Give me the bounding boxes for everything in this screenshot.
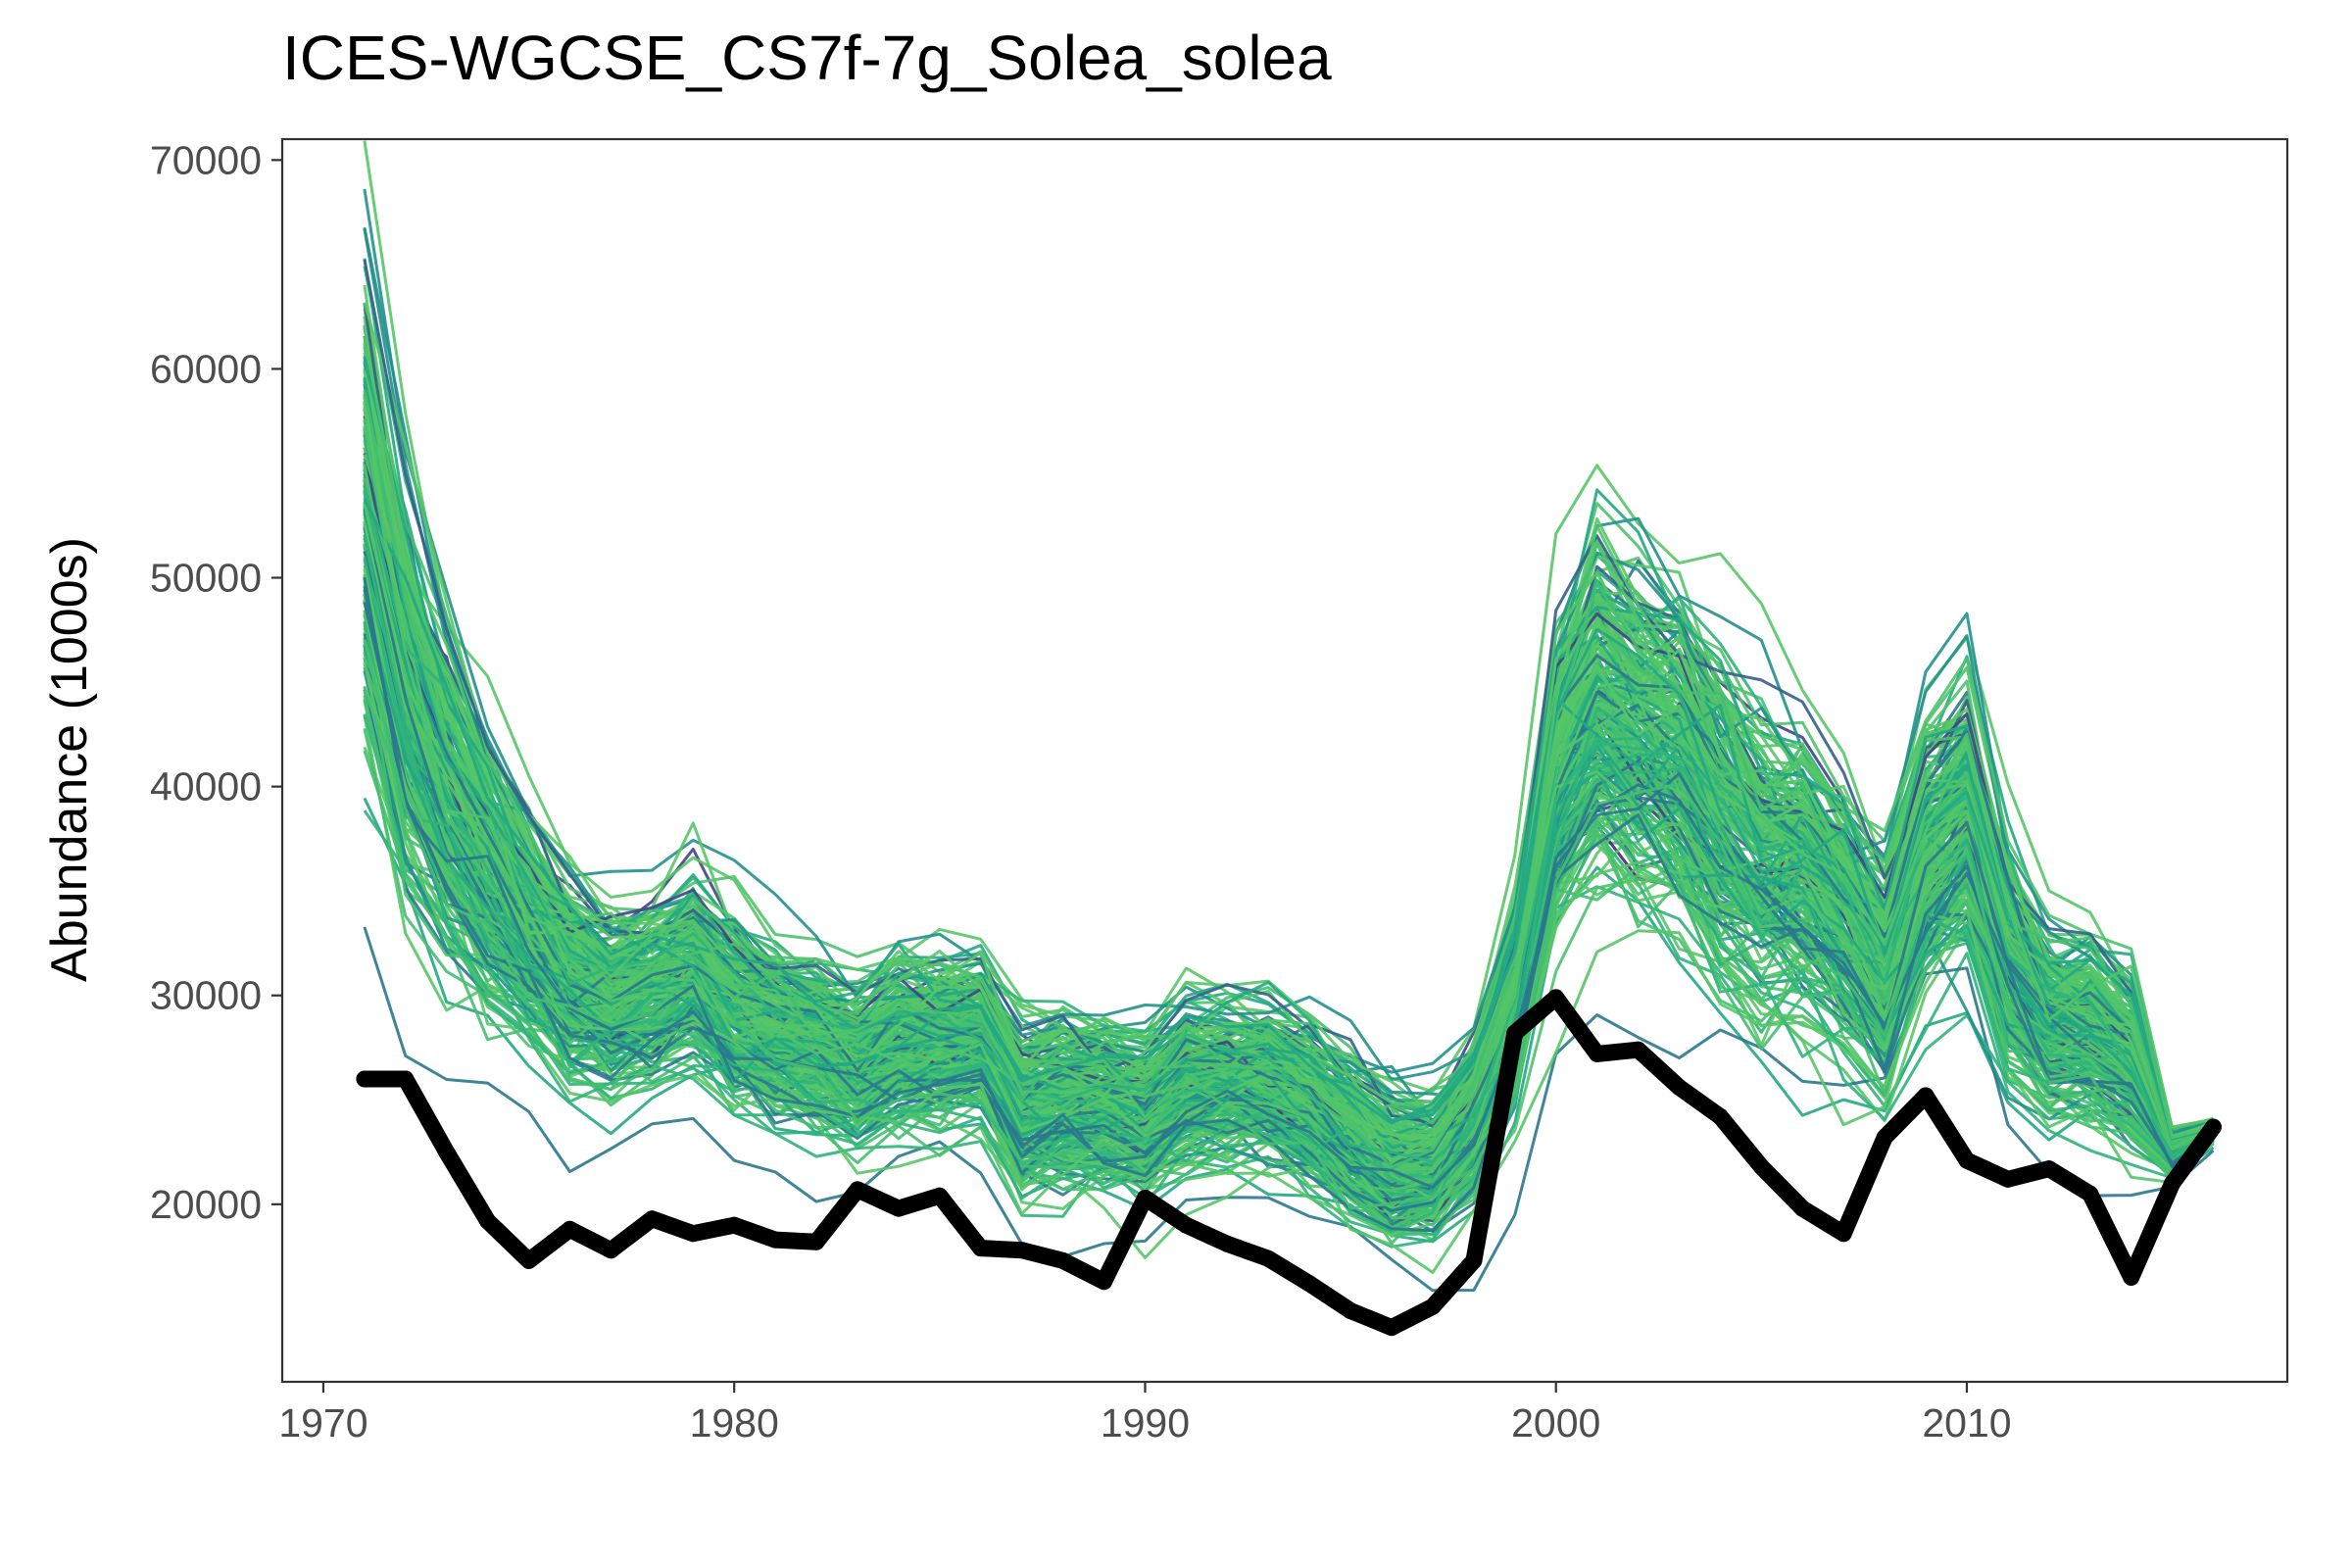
observed-point — [2205, 1118, 2222, 1136]
observed-point — [766, 1231, 784, 1249]
ensemble-lines — [363, 140, 2215, 1293]
observed-point — [1342, 1302, 1359, 1319]
observed-point — [438, 1144, 456, 1161]
observed-point — [931, 1187, 949, 1204]
observed-point — [520, 1251, 538, 1269]
observed-point — [684, 1225, 702, 1243]
plot-panel-border — [280, 137, 2289, 1384]
observed-point — [1383, 1319, 1400, 1337]
y-tick-label: 50000 — [150, 556, 262, 601]
y-tick-label: 60000 — [150, 346, 262, 391]
observed-series-line — [364, 989, 2221, 1337]
observed-point — [1424, 1298, 1442, 1315]
observed-point — [1752, 1158, 1770, 1175]
ensemble-series-line — [363, 639, 2215, 1237]
observed-point — [1096, 1273, 1112, 1291]
ensemble-series-line — [363, 639, 2215, 1210]
y-tick-label: 20000 — [150, 1182, 262, 1227]
y-tick-label: 30000 — [150, 973, 262, 1018]
observed-point — [849, 1181, 866, 1199]
observed-point — [808, 1233, 825, 1250]
observed-point — [1547, 989, 1565, 1006]
x-tick-label: 2000 — [1511, 1400, 1600, 1446]
y-axis-title: Abundance (1000s) — [41, 537, 98, 982]
observed-line-group — [356, 989, 2222, 1337]
observed-point — [1835, 1225, 1852, 1243]
observed-point — [1630, 1041, 1647, 1058]
observed-point — [2082, 1185, 2099, 1202]
observed-point — [602, 1242, 619, 1259]
observed-point — [1917, 1087, 1935, 1104]
observed-point — [972, 1240, 990, 1257]
observed-point — [2040, 1160, 2058, 1178]
chart-title: ICES-WGCSE_CS7f-7g_Solea_solea — [282, 23, 1332, 93]
ensemble-series-line — [363, 425, 2214, 1148]
observed-point — [890, 1200, 907, 1217]
ensemble-series-line — [363, 431, 2215, 1158]
observed-point — [397, 1070, 415, 1088]
observed-point — [1999, 1170, 2017, 1188]
ensemble-series-line — [363, 477, 2215, 1193]
observed-point — [1013, 1242, 1031, 1259]
y-tick-label: 40000 — [150, 764, 262, 809]
observed-point — [1218, 1235, 1236, 1252]
observed-point — [356, 1070, 373, 1088]
ensemble-series-line — [363, 568, 2215, 1201]
ensemble-series-line — [363, 485, 2215, 1163]
x-tick-label: 1970 — [278, 1400, 368, 1446]
observed-point — [643, 1210, 661, 1228]
ensemble-series-line — [363, 577, 2215, 1233]
observed-point — [562, 1220, 578, 1238]
x-tick-label: 2010 — [1922, 1400, 2011, 1446]
observed-point — [1506, 1024, 1524, 1042]
observed-point — [1589, 1045, 1606, 1062]
x-tick-label: 1990 — [1101, 1400, 1190, 1446]
observed-point — [1465, 1251, 1483, 1269]
observed-point — [1671, 1079, 1688, 1096]
y-axis: 20000 30000 40000 50000 60000 70000 — [150, 137, 282, 1227]
y-tick-label: 70000 — [150, 137, 262, 182]
observed-point — [1958, 1152, 1976, 1169]
observed-point — [2123, 1268, 2140, 1286]
observed-point — [1259, 1250, 1277, 1267]
observed-point — [725, 1216, 743, 1234]
ensemble-series-line — [363, 586, 2215, 1190]
observed-point — [1177, 1216, 1195, 1234]
observed-point — [1876, 1129, 1893, 1147]
ensemble-series-line — [363, 809, 2215, 1249]
observed-point — [1793, 1200, 1811, 1217]
observed-point — [2164, 1175, 2181, 1192]
ensemble-series-line — [363, 284, 2214, 1138]
observed-point — [1300, 1275, 1318, 1293]
ensemble-series-line — [363, 454, 2214, 1145]
observed-point — [479, 1212, 497, 1230]
observed-point — [1137, 1190, 1153, 1206]
observed-point — [1054, 1251, 1072, 1269]
x-axis: 1970 1980 1990 2000 2010 — [278, 1382, 2012, 1446]
x-tick-label: 1980 — [690, 1400, 779, 1446]
observed-point — [1711, 1107, 1729, 1125]
